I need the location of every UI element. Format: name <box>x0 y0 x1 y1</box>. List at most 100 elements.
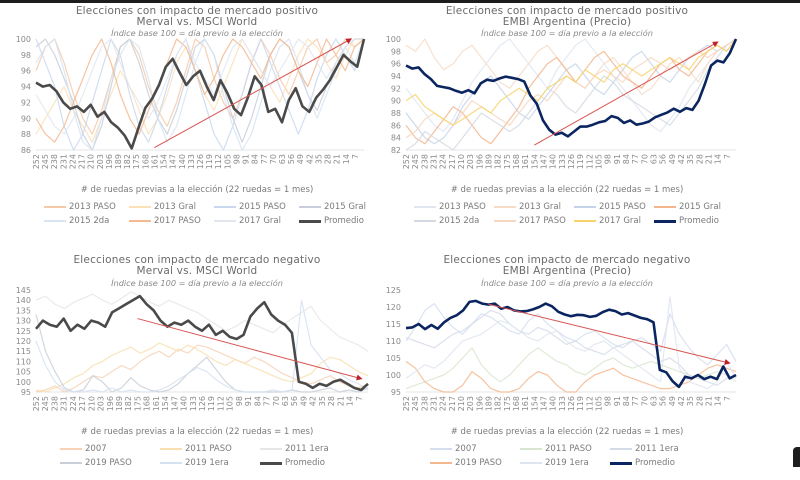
y-tick-label: 95 <box>21 388 31 397</box>
x-tick-label: 119 <box>576 154 585 169</box>
y-tick-label: 84 <box>391 134 401 143</box>
x-tick-label: 42 <box>677 396 686 406</box>
x-tick-label: 77 <box>263 396 272 406</box>
chart-note: Índice base 100 = día previo a la elecci… <box>481 28 653 38</box>
x-tick-label: 35 <box>314 154 323 164</box>
x-tick-label: 133 <box>187 154 196 169</box>
legend-swatch <box>520 448 542 450</box>
chart-note: Índice base 100 = día previo a la elecci… <box>481 278 653 288</box>
x-tick-label: 161 <box>150 154 159 169</box>
x-tick-label: 42 <box>677 154 686 164</box>
chart-title: Elecciones con impacto de mercado positi… <box>445 5 689 17</box>
x-tick-label: 182 <box>494 154 503 169</box>
y-tick-label: 105 <box>16 368 31 377</box>
y-tick-label: 125 <box>16 327 31 336</box>
x-tick-label: 168 <box>512 396 521 411</box>
x-tick-label: 217 <box>448 396 457 411</box>
trend-arrow <box>488 303 731 365</box>
y-tick-label: 94 <box>21 83 31 92</box>
legend-item: 2015 PASO <box>574 200 654 214</box>
x-tick-label: 56 <box>659 154 668 164</box>
x-tick-label: 210 <box>457 154 466 169</box>
legend-item: 2017 Gral <box>574 214 654 228</box>
x-tick-label: 21 <box>336 396 345 406</box>
x-tick-label: 210 <box>87 396 96 411</box>
x-tick-label: 217 <box>78 154 87 169</box>
y-tick-label: 110 <box>386 337 401 346</box>
x-tick-label: 196 <box>106 396 115 411</box>
x-tick-label: 77 <box>631 154 640 164</box>
x-tick-label: 84 <box>251 154 260 164</box>
chart-note: Índice base 100 = día previo a la elecci… <box>111 28 283 38</box>
x-tick-label: 231 <box>430 154 439 169</box>
series-line-2011-paso <box>405 347 737 390</box>
legend-swatch <box>430 462 452 464</box>
chart-title: Elecciones con impacto de mercado negati… <box>73 254 321 266</box>
x-tick-label: 168 <box>512 154 521 169</box>
legend-swatch <box>414 206 436 208</box>
y-tick-label: 88 <box>21 130 31 139</box>
trend-arrow <box>137 318 363 381</box>
series-line-promedio <box>405 38 738 138</box>
x-tick-label: 21 <box>705 396 714 406</box>
x-tick-label: 147 <box>169 154 178 169</box>
x-tick-label: 77 <box>260 154 269 164</box>
legend-swatch <box>260 448 282 450</box>
legend-item: 2013 Gral <box>129 200 214 214</box>
legend-label: Promedio <box>285 458 325 468</box>
y-tick-label: 98 <box>391 47 401 56</box>
legend-label: 2011 PASO <box>545 444 592 454</box>
x-tick-label: 112 <box>214 154 223 169</box>
x-tick-label: 168 <box>143 396 152 411</box>
legend-label: 2019 PASO <box>85 458 132 468</box>
x-tick-label: 105 <box>595 154 604 169</box>
chart-panel-negative-merval: Elecciones con impacto de mercado negati… <box>2 250 392 480</box>
x-tick-label: 245 <box>411 154 420 169</box>
series-line-2007 <box>35 344 369 393</box>
legend-label: 2011 1era <box>285 444 329 454</box>
x-tick-label: 28 <box>695 396 704 406</box>
y-tick-label: 135 <box>16 306 31 315</box>
legend: 2007 2011 PASO 2011 1era 2019 PASO 2019 1era… <box>60 442 360 470</box>
x-tick-label: 49 <box>296 154 305 164</box>
legend-swatch <box>129 206 151 208</box>
x-tick-label: 168 <box>141 154 150 169</box>
y-tick-label: 94 <box>391 72 401 81</box>
legend-label: 2013 PASO <box>69 202 116 212</box>
chart-subtitle: Merval vs. MSCI World <box>136 16 258 28</box>
y-tick-label: 96 <box>21 67 31 76</box>
legend-label: 2013 PASO <box>439 202 486 212</box>
x-tick-label: 28 <box>324 154 333 164</box>
legend-label: 2015 Gral <box>679 202 721 212</box>
x-tick-label: 252 <box>32 154 41 169</box>
legend-label: 2017 PASO <box>154 216 201 226</box>
series-line-2019-paso <box>35 314 369 393</box>
x-tick-label: 119 <box>207 396 216 411</box>
x-tick-label: 231 <box>59 154 68 169</box>
y-tick-label: 86 <box>21 146 31 155</box>
x-tick-label: 231 <box>430 396 439 411</box>
x-tick-label: 189 <box>485 154 494 169</box>
series-line-2007 <box>405 302 737 366</box>
legend-label: Promedio <box>679 216 719 226</box>
legend-label: 2015 2da <box>69 216 110 226</box>
legend-item: 2013 PASO <box>414 200 494 214</box>
x-tick-label: 91 <box>613 154 622 164</box>
x-tick-label: 42 <box>305 154 314 164</box>
x-tick-label: 98 <box>232 154 241 164</box>
x-tick-label: 238 <box>50 154 59 169</box>
legend-label: 2017 PASO <box>519 216 566 226</box>
x-tick-label: 189 <box>115 396 124 411</box>
x-tick-label: 126 <box>198 396 207 411</box>
x-tick-label: 252 <box>32 396 41 411</box>
y-tick-label: 100 <box>386 35 401 44</box>
legend-swatch <box>60 462 82 464</box>
legend-item: 2017 PASO <box>494 214 574 228</box>
legend-swatch <box>574 220 596 222</box>
legend-swatch <box>299 219 321 223</box>
legend-swatch <box>520 462 542 464</box>
y-tick-label: 88 <box>391 109 401 118</box>
x-tick-label: 203 <box>466 154 475 169</box>
